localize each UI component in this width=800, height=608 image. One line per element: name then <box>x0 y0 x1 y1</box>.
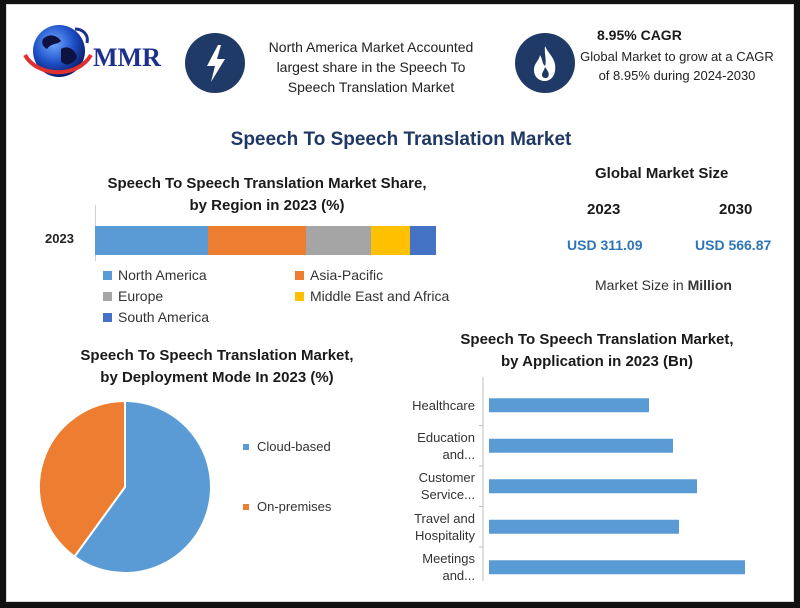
app-category-label: Travel and Hospitality <box>393 510 475 544</box>
mmr-logo: MMR <box>17 15 177 87</box>
stat-badge-1 <box>185 33 245 93</box>
app-category-label-line: Service... <box>420 487 475 503</box>
share-legend-item: Middle East and Africa <box>295 288 449 304</box>
share-legend-item: North America <box>103 267 207 283</box>
market-size-year-2023: 2023 <box>587 201 621 218</box>
market-size-title: Global Market Size <box>595 165 729 182</box>
app-category-label-line: Education <box>417 429 475 445</box>
pie-legend-item: Cloud-based <box>243 439 331 454</box>
share-legend-item: Europe <box>103 288 163 304</box>
stat-text-1: North America Market Accounted largest s… <box>268 39 474 95</box>
app-category-label: Customer Service... <box>393 469 475 503</box>
share-category-label: 2023 <box>45 231 74 246</box>
globe-icon <box>23 25 93 77</box>
app-category-label: Education and... <box>393 429 475 463</box>
lightning-icon <box>207 45 225 82</box>
market-size-year-2030: 2030 <box>719 201 753 218</box>
stat-badge-2 <box>515 33 575 93</box>
market-size-value-2030: USD 566.87 <box>695 237 772 253</box>
app-category-label-line: and... <box>442 568 475 584</box>
market-size-note-prefix: Market Size in <box>595 277 688 293</box>
main-title: Speech To Speech Translation Market <box>230 129 572 150</box>
cagr-title: 8.95% CAGR <box>597 27 682 43</box>
app-category-label-line: and... <box>442 446 475 462</box>
share-legend-item: South America <box>103 309 209 325</box>
share-segment-middle-east-and-africa <box>371 226 411 255</box>
legend-label: On-premises <box>257 499 332 514</box>
app-category-label: Meetings and... <box>393 550 475 584</box>
market-size-note: Market Size in Million <box>595 277 732 293</box>
app-chart-title-line2: by Application in 2023 (Bn) <box>501 353 693 370</box>
infographic-page: MMR North America Market Accounted large… <box>6 4 794 602</box>
cagr-text: Global Market to grow at a CAGR of 8.95%… <box>580 49 774 83</box>
share-chart-title-line1: Speech To Speech Translation Market Shar… <box>107 175 427 192</box>
share-chart-title-line2: by Region in 2023 (%) <box>189 197 345 214</box>
share-stacked-bar <box>95 226 436 255</box>
legend-label: Cloud-based <box>257 439 331 454</box>
legend-swatch <box>103 312 112 322</box>
legend-label: North America <box>118 267 207 283</box>
app-chart-title: Speech To Speech Translation Market, by … <box>427 329 767 373</box>
pie-chart-title-line2: by Deployment Mode In 2023 (%) <box>100 369 334 386</box>
market-size-note-unit: Million <box>687 277 732 293</box>
legend-label: Asia-Pacific <box>310 267 384 283</box>
legend-label: South America <box>118 309 210 325</box>
deployment-pie-chart <box>38 399 212 574</box>
share-segment-asia-pacific <box>207 226 307 255</box>
pie-slice-on-premises <box>38 399 126 558</box>
app-bar-customer-service <box>489 479 697 494</box>
pie-slice-cloud-based <box>73 399 212 574</box>
legend-swatch <box>103 270 112 280</box>
market-size-value-2023: USD 311.09 <box>567 237 643 253</box>
app-bar-education-and <box>489 438 673 453</box>
share-segment-europe <box>306 226 372 255</box>
legend-swatch <box>243 503 249 510</box>
legend-label: Middle East and Africa <box>310 288 450 304</box>
share-chart-title: Speech To Speech Translation Market Shar… <box>67 173 467 217</box>
app-bar-travel-and-hospitality <box>489 519 679 534</box>
pie-chart-title: Speech To Speech Translation Market, by … <box>47 345 387 389</box>
logo-text: MMR <box>93 43 161 72</box>
legend-swatch <box>295 270 304 280</box>
legend-swatch <box>295 291 304 301</box>
app-category-label-line: Travel and <box>414 510 475 526</box>
application-bar-chart <box>479 377 745 581</box>
pie-legend-item: On-premises <box>243 499 331 514</box>
flame-icon <box>534 46 556 81</box>
app-category-label-line: Meetings <box>422 551 475 567</box>
share-segment-north-america <box>95 226 208 255</box>
app-category-label: Healthcare <box>393 397 475 414</box>
app-category-label-line: Customer <box>418 470 475 486</box>
app-chart-title-line1: Speech To Speech Translation Market, <box>460 331 734 348</box>
legend-swatch <box>103 291 112 301</box>
app-bar-healthcare <box>489 398 649 413</box>
app-category-label-line: Hospitality <box>415 527 475 543</box>
share-segment-south-america <box>410 226 436 255</box>
legend-swatch <box>243 443 249 450</box>
app-bar-meetings-and <box>489 560 745 575</box>
legend-label: Europe <box>118 288 164 304</box>
pie-chart-title-line1: Speech To Speech Translation Market, <box>80 347 354 364</box>
share-legend-item: Asia-Pacific <box>295 267 383 283</box>
app-category-label-line: Healthcare <box>412 397 475 413</box>
